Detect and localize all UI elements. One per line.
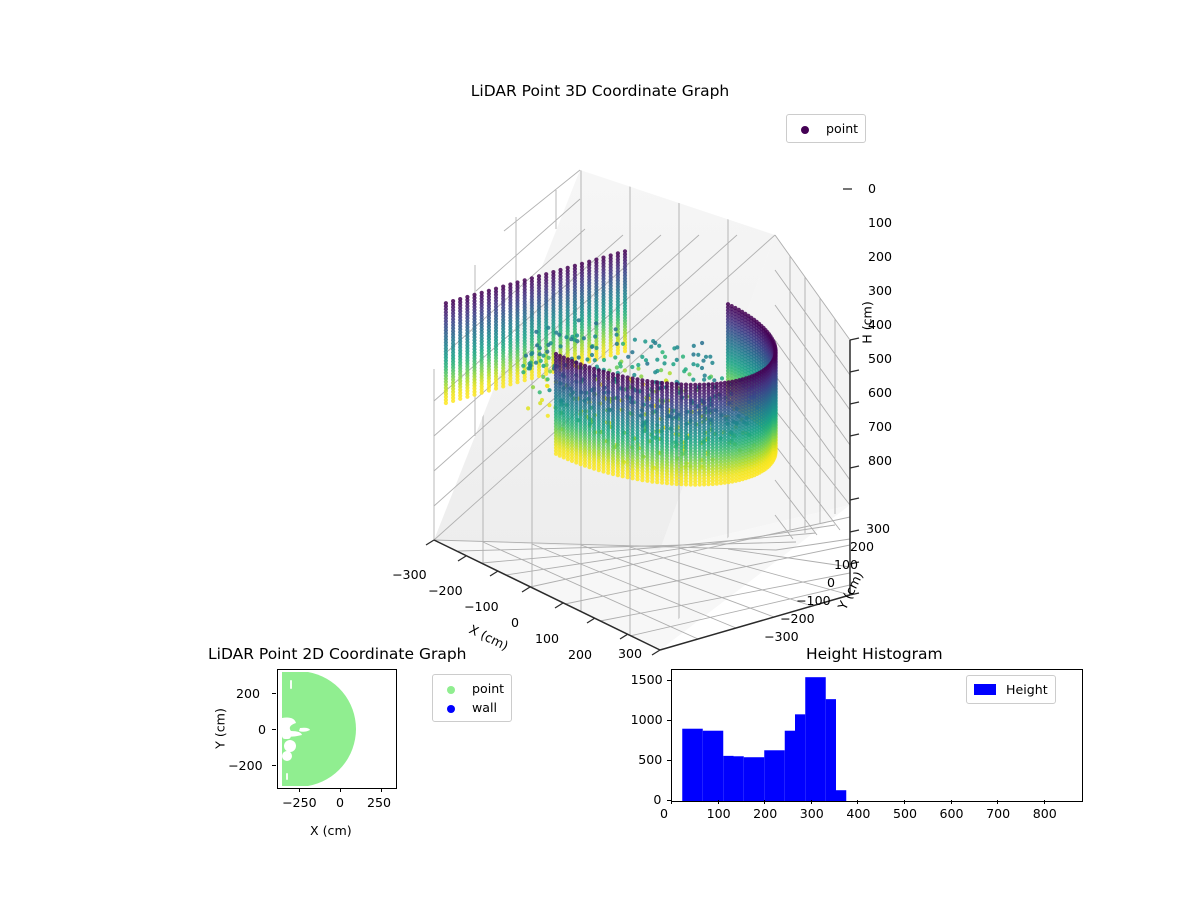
- plot3d-ztick-5: 500: [868, 351, 892, 366]
- plot3d-ytick-2: −100: [796, 593, 831, 608]
- plot2d-ytick-0: −200: [228, 758, 263, 773]
- plot2d-canvas: [278, 670, 396, 788]
- histogram-legend[interactable]: Height: [966, 675, 1056, 704]
- plot2d-ytick-2: 200: [236, 686, 260, 701]
- plot2d-xtickmark-2: [381, 788, 382, 792]
- plot3d-ytick-1: −200: [780, 611, 815, 626]
- histogram-xtick-label: 600: [940, 806, 964, 821]
- plot3d-ztick-6: 600: [868, 385, 892, 400]
- histogram-xtick-label: 800: [1033, 806, 1057, 821]
- plot3d-xtick-3: 0: [511, 615, 519, 630]
- histogram-ytick-label: 500: [638, 752, 662, 767]
- plot3d-xtick-6: 300: [618, 646, 642, 661]
- histogram-bar: [826, 699, 836, 801]
- plot3d-ztick-7: 700: [868, 419, 892, 434]
- plot3d-legend-label: point: [816, 121, 858, 136]
- histogram-ytickmark: [667, 760, 671, 761]
- histogram-bar: [734, 756, 744, 801]
- histogram-bar: [713, 731, 723, 801]
- histogram-legend-label: Height: [996, 682, 1048, 697]
- histogram-ytickmark: [667, 720, 671, 721]
- point-marker-icon: [794, 119, 816, 138]
- plot3d-ytick-6: 300: [866, 521, 890, 536]
- plot3d-ytick-3: 0: [827, 575, 835, 590]
- plot3d-xtick-2: −100: [464, 599, 499, 614]
- plot2d-ylabel: Y (cm): [213, 699, 228, 759]
- histogram-bar: [775, 750, 785, 801]
- plot2d-xtickmark-1: [340, 788, 341, 792]
- plot3d-axes[interactable]: −300 −200 −100 0 100 200 300 X (cm) 300 …: [330, 105, 890, 665]
- plot2d-legend-label-wall: wall: [462, 700, 497, 715]
- plot2d-xtick-0: −250: [282, 795, 317, 810]
- histogram-bar: [693, 729, 703, 801]
- histogram-ytick-label: 1000: [631, 712, 663, 727]
- histogram-xtickmark: [811, 800, 812, 804]
- histogram-ytickmark: [667, 800, 671, 801]
- plot3d-ztick-8: 800: [868, 453, 892, 468]
- histogram-ytickmark: [667, 680, 671, 681]
- point-marker-icon: [440, 679, 462, 698]
- histogram-bar: [764, 750, 774, 801]
- histogram-xtickmark: [718, 800, 719, 804]
- plot2d-ytickmark-2: [272, 693, 276, 694]
- histogram-xtickmark: [997, 800, 998, 804]
- histogram-bar: [805, 677, 815, 801]
- histogram-bar: [682, 729, 692, 801]
- histogram-xtick-label: 200: [753, 806, 777, 821]
- histogram-bar: [795, 714, 805, 801]
- histogram-xtickmark: [904, 800, 905, 804]
- histogram-xtickmark: [857, 800, 858, 804]
- plot3d-ztick-1: 100: [868, 215, 892, 230]
- histogram-xtick-label: 100: [707, 806, 731, 821]
- plot3d-legend-item-point: point: [794, 119, 858, 138]
- histogram-xtickmark: [671, 800, 672, 804]
- plot3d-ytick-0: −300: [764, 629, 799, 644]
- plot2d-ytick-1: 0: [258, 722, 266, 737]
- plot2d-legend[interactable]: point wall: [432, 674, 512, 722]
- histogram-xtick-label: 700: [986, 806, 1010, 821]
- plot2d-xtickmark-0: [299, 788, 300, 792]
- plot2d-legend-label-point: point: [462, 681, 504, 696]
- plot3d-zlabel: H (cm): [860, 293, 875, 353]
- histogram-bar: [744, 757, 754, 801]
- plot3d-ztick-2: 200: [868, 249, 892, 264]
- histogram-xtick-label: 400: [846, 806, 870, 821]
- plot2d-xlabel: X (cm): [310, 823, 352, 838]
- histogram-ytick-label: 0: [653, 792, 661, 807]
- histogram-bar: [816, 677, 826, 801]
- lidar-figure: LiDAR Point 3D Coordinate Graph: [0, 0, 1200, 900]
- histogram-xtickmark: [1044, 800, 1045, 804]
- histogram-bar: [703, 731, 713, 801]
- plot2d-axes[interactable]: [277, 669, 397, 789]
- histogram-bar: [785, 731, 795, 801]
- histogram-xtickmark: [951, 800, 952, 804]
- wall-marker-icon: [440, 698, 462, 717]
- plot2d-xtick-1: 0: [336, 795, 344, 810]
- histogram-ytick-label: 1500: [631, 672, 663, 687]
- plot2d-ytickmark-1: [272, 729, 276, 730]
- plot2d-ytickmark-0: [272, 765, 276, 766]
- plot3d-xtick-0: −300: [392, 567, 427, 582]
- histogram-xtickmark: [764, 800, 765, 804]
- plot2d-legend-item-point: point: [440, 679, 504, 698]
- plot3d-legend[interactable]: point: [786, 114, 866, 143]
- plot2d-xtick-2: 250: [367, 795, 391, 810]
- histogram-bar: [836, 790, 846, 801]
- plot3d-xtick-5: 200: [568, 647, 592, 662]
- plot3d-xtick-4: 100: [535, 631, 559, 646]
- histogram-xtick-label: 500: [893, 806, 917, 821]
- histogram-xtick-label: 300: [800, 806, 824, 821]
- plot3d-ztick-0: 0: [868, 181, 876, 196]
- plot3d-ytick-5: 200: [850, 539, 874, 554]
- histogram-xtick-label: 0: [660, 806, 668, 821]
- histogram-title: Height Histogram: [806, 645, 943, 663]
- plot2d-legend-item-wall: wall: [440, 698, 504, 717]
- plot3d-title: LiDAR Point 3D Coordinate Graph: [0, 82, 1200, 100]
- histogram-bar: [754, 757, 764, 801]
- histogram-legend-item: Height: [974, 680, 1048, 699]
- histogram-bar: [723, 756, 733, 801]
- plot2d-title: LiDAR Point 2D Coordinate Graph: [208, 645, 466, 663]
- plot3d-xtick-1: −200: [428, 583, 463, 598]
- height-patch-icon: [974, 680, 996, 699]
